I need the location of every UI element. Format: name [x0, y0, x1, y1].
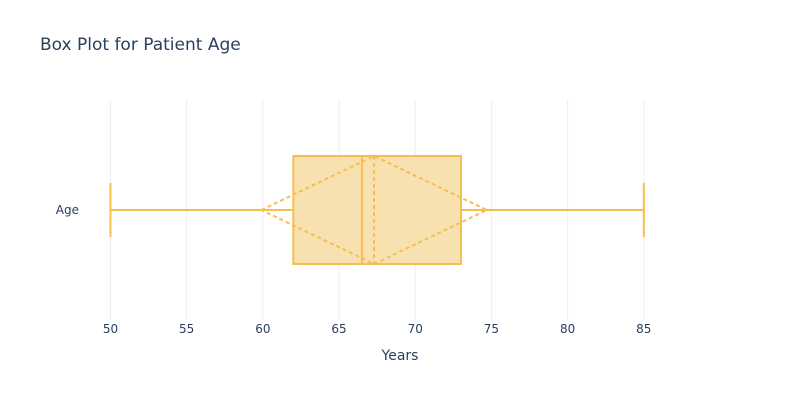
interquartile-box: [292, 155, 462, 265]
category-label: Age: [56, 203, 79, 217]
x-tick-label-70: 70: [408, 322, 423, 336]
x-tick-label-60: 60: [255, 322, 270, 336]
chart-title: Box Plot for Patient Age: [40, 35, 241, 55]
axis-layer: 50 55 60 65 70 75 80 85: [103, 322, 652, 336]
x-tick-label-85: 85: [636, 322, 651, 336]
x-tick-label-55: 55: [179, 322, 194, 336]
x-tick-label-75: 75: [484, 322, 499, 336]
x-tick-label-65: 65: [331, 322, 346, 336]
mean-sd-diamond: [259, 154, 490, 266]
x-tick-label-80: 80: [560, 322, 575, 336]
box-layer: [109, 154, 645, 266]
x-tick-label-50: 50: [103, 322, 118, 336]
x-axis-title: Years: [381, 348, 419, 364]
